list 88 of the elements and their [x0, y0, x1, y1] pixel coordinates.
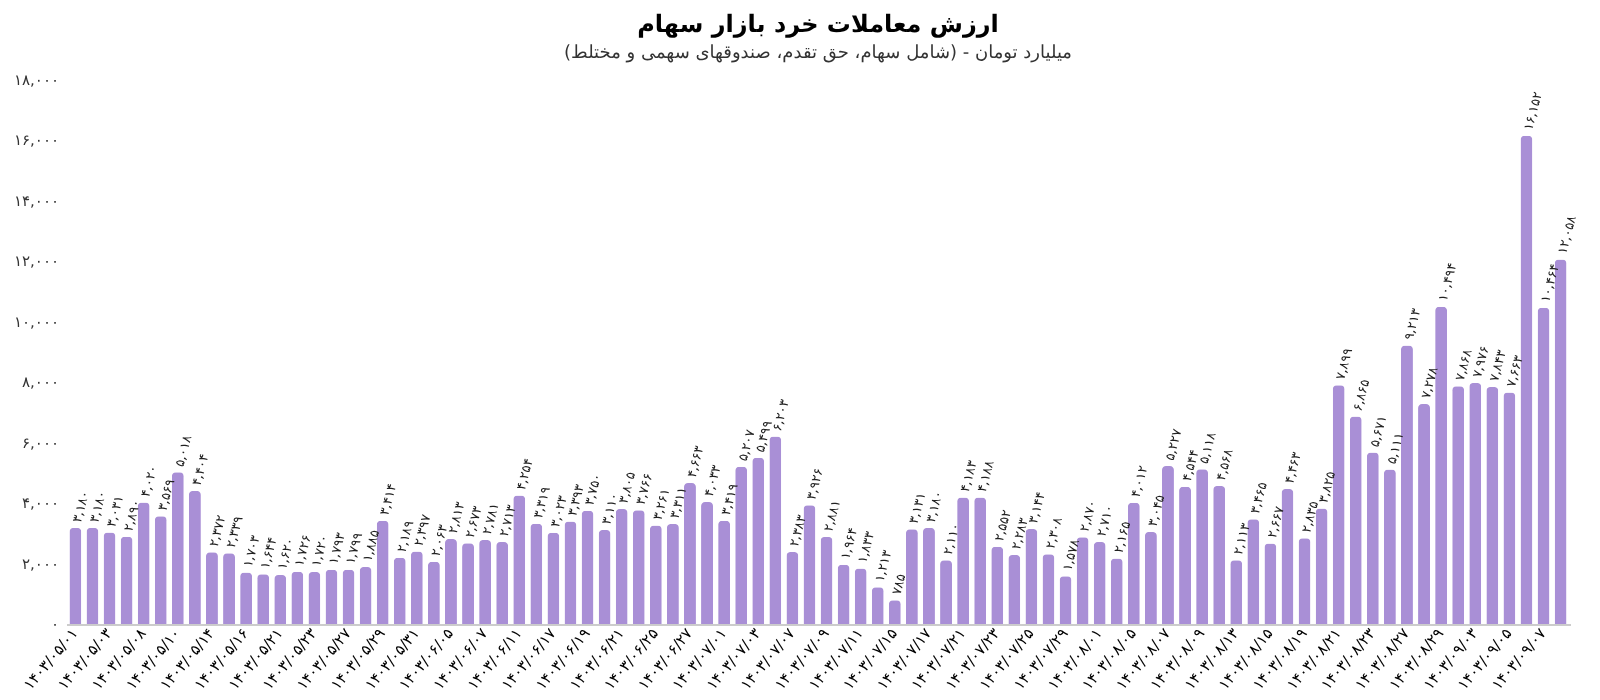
- bar: [1452, 386, 1465, 624]
- bar: [188, 490, 201, 624]
- bar: [1127, 502, 1140, 624]
- bar: [666, 523, 679, 624]
- bar: [1520, 135, 1533, 624]
- bar: [257, 574, 270, 624]
- bar: [325, 569, 338, 624]
- bar: [1486, 386, 1499, 624]
- bar: [1298, 538, 1311, 624]
- bar: [718, 520, 731, 624]
- bar: [1247, 519, 1260, 624]
- bar: [683, 483, 696, 624]
- bar: [615, 509, 628, 624]
- bar: [854, 568, 867, 624]
- bar: [1196, 469, 1209, 624]
- bar: [308, 572, 321, 624]
- bar: [154, 516, 167, 624]
- bar: [1332, 385, 1345, 624]
- bar: [427, 561, 440, 624]
- bar: [1144, 531, 1157, 624]
- bar: [291, 571, 304, 624]
- bar: [1093, 542, 1106, 624]
- bar: [1281, 489, 1294, 624]
- bar: [735, 466, 748, 624]
- bar: [1554, 259, 1567, 624]
- bar: [1383, 469, 1396, 624]
- bar: [223, 553, 236, 624]
- bar: [1366, 452, 1379, 624]
- bar: [1042, 554, 1055, 624]
- bar: [479, 539, 492, 624]
- bar: [820, 536, 833, 624]
- bar: [1435, 306, 1448, 624]
- bar: [530, 523, 543, 624]
- bar: [803, 505, 816, 624]
- bar: [1400, 345, 1413, 624]
- bar: [701, 502, 714, 624]
- bar: [86, 527, 99, 624]
- bar: [274, 575, 287, 624]
- bar: [1076, 537, 1089, 624]
- bar: [598, 530, 611, 624]
- bar: [1503, 392, 1516, 624]
- bar: [547, 532, 560, 624]
- bar: [957, 497, 970, 624]
- bar: [1110, 558, 1123, 624]
- bar: [564, 521, 577, 624]
- bar: [632, 510, 645, 624]
- bar: [171, 472, 184, 624]
- bar: [69, 527, 82, 624]
- bar: [1179, 486, 1192, 624]
- bar: [1025, 528, 1038, 624]
- bar: [1537, 307, 1550, 624]
- bar: [940, 560, 953, 624]
- bar: [922, 527, 935, 624]
- bar: [974, 497, 987, 624]
- chart-title: ارزش معاملات خرد بازار سهام: [637, 10, 999, 38]
- bar: [786, 551, 799, 624]
- bar: [769, 436, 782, 624]
- bar: [1213, 485, 1226, 624]
- bar: [342, 569, 355, 624]
- bar: [496, 542, 509, 624]
- bar: [240, 572, 253, 624]
- bar: [991, 546, 1004, 624]
- bar: [1349, 416, 1362, 624]
- bar: [1230, 560, 1243, 624]
- bar: [444, 538, 457, 624]
- bar: [359, 567, 372, 624]
- bar: [581, 510, 594, 624]
- bar: [1315, 508, 1328, 624]
- bar: [1469, 382, 1482, 624]
- bar: [513, 495, 526, 624]
- bar: [137, 502, 150, 624]
- bar: [649, 525, 662, 624]
- bar: [837, 564, 850, 624]
- bar: [410, 551, 423, 624]
- bar: [393, 557, 406, 624]
- bar: [103, 532, 116, 624]
- bar: [1264, 543, 1277, 624]
- bar: [905, 529, 918, 624]
- bar: [462, 543, 475, 624]
- chart-subtitle: (شامل سهام، حق تقدم، صندوقهای سهمی و مختلط) - میلیارد تومان: [564, 44, 1073, 64]
- bar: [1161, 466, 1174, 624]
- bar: [120, 536, 133, 624]
- bar: [1008, 555, 1021, 624]
- bar: [205, 552, 218, 624]
- bar: [752, 457, 765, 624]
- bar: [1418, 404, 1431, 624]
- bar: [376, 520, 389, 624]
- bar: [1059, 576, 1072, 624]
